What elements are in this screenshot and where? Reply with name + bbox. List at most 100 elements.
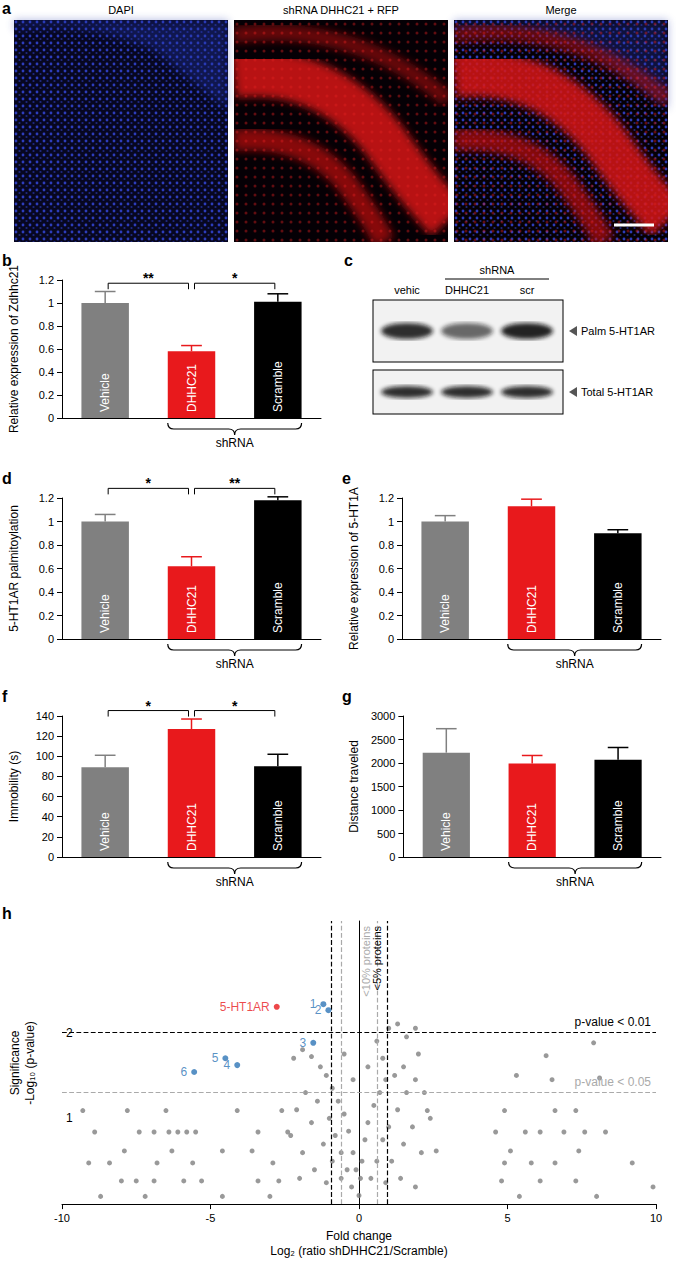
- svg-text:1.2: 1.2: [379, 492, 394, 504]
- svg-text:Vehicle: Vehicle: [438, 594, 452, 633]
- svg-text:0: 0: [356, 1212, 362, 1224]
- svg-text:Merge: Merge: [545, 4, 576, 16]
- svg-text:6: 6: [180, 1065, 187, 1079]
- svg-text:120: 120: [36, 730, 54, 742]
- svg-text:60: 60: [42, 791, 54, 803]
- svg-text:Scramble: Scramble: [611, 582, 625, 633]
- svg-text:Scramble: Scramble: [271, 800, 285, 851]
- svg-text:Immobility (s): Immobility (s): [7, 751, 21, 822]
- svg-text:p-value < 0.05: p-value < 0.05: [575, 1075, 652, 1089]
- svg-text:**: **: [229, 475, 240, 491]
- svg-text:80: 80: [42, 770, 54, 782]
- svg-text:0.6: 0.6: [39, 563, 54, 575]
- svg-text:2500: 2500: [371, 734, 395, 746]
- svg-text:0.4: 0.4: [39, 366, 54, 378]
- svg-text:Vehicle: Vehicle: [439, 812, 453, 851]
- svg-text:0.8: 0.8: [39, 539, 54, 551]
- svg-text:100: 100: [36, 750, 54, 762]
- html-text:d: d: [2, 470, 12, 487]
- svg-text:Scramble: Scramble: [611, 800, 625, 851]
- svg-text:20: 20: [42, 831, 54, 843]
- svg-text:10: 10: [650, 1212, 662, 1224]
- svg-text:0.8: 0.8: [379, 539, 394, 551]
- svg-text:-Log₁₀ (p-value): -Log₁₀ (p-value): [23, 1021, 37, 1105]
- svg-text:shRNA: shRNA: [216, 875, 254, 889]
- svg-text:DHHC21: DHHC21: [525, 585, 539, 633]
- svg-text:0: 0: [48, 851, 54, 863]
- svg-text:Distance traveled: Distance traveled: [347, 740, 361, 833]
- svg-text:shRNA: shRNA: [480, 264, 516, 276]
- svg-text:shRNA: shRNA: [556, 875, 594, 889]
- svg-text:0.2: 0.2: [379, 610, 394, 622]
- svg-text:0: 0: [48, 633, 54, 645]
- html-text:h: h: [2, 905, 12, 922]
- svg-text:0.4: 0.4: [379, 586, 394, 598]
- svg-text:140: 140: [36, 710, 54, 722]
- svg-text:**: **: [143, 270, 154, 286]
- svg-text:0.4: 0.4: [39, 586, 54, 598]
- svg-text:5: 5: [212, 1051, 219, 1065]
- svg-text:DHHC21: DHHC21: [185, 585, 199, 633]
- svg-text:3000: 3000: [371, 710, 395, 722]
- svg-text:<5% proteins: <5% proteins: [371, 926, 383, 991]
- svg-text:5: 5: [504, 1212, 510, 1224]
- svg-text:DAPI: DAPI: [108, 4, 134, 16]
- svg-text:0: 0: [48, 412, 54, 424]
- svg-text:Relative expression of Zdhhc21: Relative expression of Zdhhc21: [7, 265, 21, 433]
- svg-text:shRNA: shRNA: [216, 657, 254, 671]
- svg-text:shRNA DHHC21 + RFP: shRNA DHHC21 + RFP: [283, 4, 399, 16]
- svg-text:4: 4: [224, 1058, 231, 1072]
- svg-text:1: 1: [48, 516, 54, 528]
- svg-text:1000: 1000: [371, 804, 395, 816]
- svg-text:Significance: Significance: [8, 1030, 22, 1095]
- svg-text:0: 0: [388, 633, 394, 645]
- svg-text:Relative expression of 5-HT1A: Relative expression of 5-HT1A: [347, 487, 361, 650]
- svg-text:500: 500: [377, 828, 395, 840]
- svg-text:p-value < 0.01: p-value < 0.01: [575, 1015, 652, 1029]
- svg-text:-10: -10: [54, 1212, 70, 1224]
- svg-text:vehic: vehic: [394, 284, 420, 296]
- svg-text:0: 0: [389, 851, 395, 863]
- svg-text:shRNA: shRNA: [556, 657, 594, 671]
- svg-text:*: *: [146, 475, 152, 491]
- svg-text:Palm 5-HT1AR: Palm 5-HT1AR: [581, 325, 655, 337]
- svg-text:Vehicle: Vehicle: [98, 812, 112, 851]
- svg-text:5-HT1AR palmitoylation: 5-HT1AR palmitoylation: [7, 505, 21, 632]
- svg-text:1.2: 1.2: [39, 492, 54, 504]
- svg-text:1: 1: [388, 516, 394, 528]
- svg-text:0.6: 0.6: [39, 343, 54, 355]
- svg-text:1500: 1500: [371, 781, 395, 793]
- svg-text:0.8: 0.8: [39, 320, 54, 332]
- svg-text:5-HT1AR: 5-HT1AR: [220, 1000, 270, 1014]
- html-text:g: g: [342, 688, 352, 705]
- svg-text:Fold change: Fold change: [326, 1229, 392, 1243]
- html-text:b: b: [2, 252, 12, 269]
- svg-text:Vehicle: Vehicle: [98, 373, 112, 412]
- svg-text:*: *: [232, 698, 238, 714]
- svg-text:*: *: [232, 270, 238, 286]
- svg-text:DHHC21: DHHC21: [185, 803, 199, 851]
- svg-text:-5: -5: [206, 1212, 216, 1224]
- svg-text:0.6: 0.6: [379, 563, 394, 575]
- svg-text:1: 1: [48, 297, 54, 309]
- svg-text:40: 40: [42, 811, 54, 823]
- svg-text:0.2: 0.2: [39, 389, 54, 401]
- svg-text:1.2: 1.2: [39, 274, 54, 286]
- svg-text:DHHC21: DHHC21: [525, 803, 539, 851]
- svg-text:Total 5-HT1AR: Total 5-HT1AR: [581, 386, 653, 398]
- svg-text:scr: scr: [520, 284, 535, 296]
- svg-text:2: 2: [315, 1003, 322, 1017]
- svg-text:Scramble: Scramble: [271, 582, 285, 633]
- svg-text:Vehicle: Vehicle: [98, 594, 112, 633]
- svg-text:0.2: 0.2: [39, 610, 54, 622]
- svg-text:Scramble: Scramble: [271, 361, 285, 412]
- svg-text:*: *: [146, 698, 152, 714]
- svg-text:3: 3: [300, 1036, 307, 1050]
- svg-text:<10% proteins: <10% proteins: [360, 926, 372, 997]
- svg-text:Log₂ (ratio shDHHC21/Scramble): Log₂ (ratio shDHHC21/Scramble): [270, 1244, 447, 1258]
- svg-text:shRNA: shRNA: [216, 436, 254, 450]
- svg-text:DHHC21: DHHC21: [185, 364, 199, 412]
- svg-text:1: 1: [66, 1111, 73, 1125]
- svg-text:2000: 2000: [371, 757, 395, 769]
- svg-text:DHHC21: DHHC21: [445, 284, 489, 296]
